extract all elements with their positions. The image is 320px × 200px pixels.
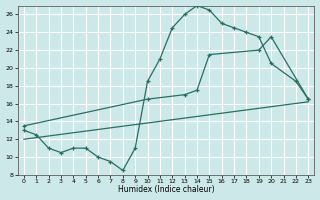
X-axis label: Humidex (Indice chaleur): Humidex (Indice chaleur) [118, 185, 214, 194]
